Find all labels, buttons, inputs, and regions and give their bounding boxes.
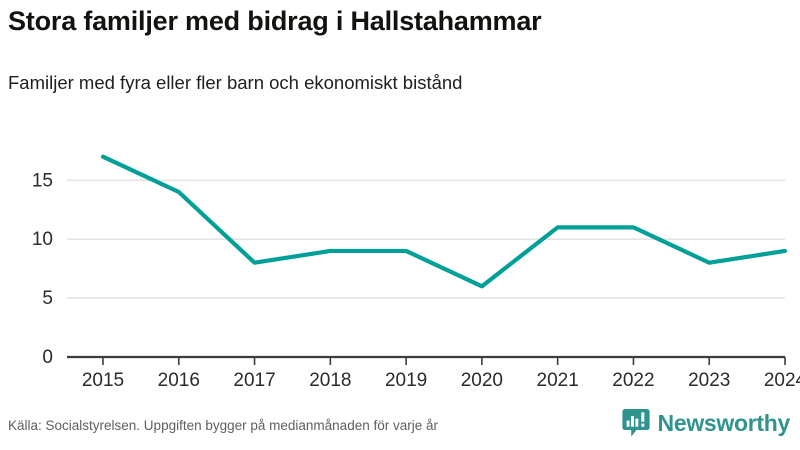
x-axis-tick-label: 2023 <box>688 370 730 391</box>
x-axis-tick-label: 2024 <box>764 370 800 391</box>
y-axis-tick-label: 0 <box>42 347 53 368</box>
chart-footer: Källa: Socialstyrelsen. Uppgiften bygger… <box>0 402 800 450</box>
y-axis-tick-label: 10 <box>32 229 53 250</box>
series-line <box>100 154 788 289</box>
x-axis-tick-label: 2021 <box>537 370 579 391</box>
y-axis-tick-label: 5 <box>42 288 53 309</box>
x-axis-tick-label: 2019 <box>385 370 427 391</box>
x-axis <box>67 355 786 365</box>
y-axis-tick-label: 15 <box>32 170 53 191</box>
page-title: Stora familjer med bidrag i Hallstahamma… <box>8 6 542 36</box>
x-axis-tick-label: 2022 <box>612 370 654 391</box>
x-axis-tick-label: 2018 <box>309 370 351 391</box>
x-axis-tick-label: 2017 <box>233 370 275 391</box>
newsworthy-bars-bubble-icon <box>621 409 650 437</box>
x-axis-tick-label: 2016 <box>158 370 200 391</box>
x-axis-tick-labels: 2015 2016 2017 2018 2019 2020 2021 2022 2023 2024 <box>82 370 800 391</box>
chart-gridlines <box>67 179 785 299</box>
chart-series <box>100 154 788 289</box>
newsworthy-logo[interactable]: Newsworthy <box>621 408 791 438</box>
y-axis-tick-labels: 0 5 10 15 <box>32 170 53 368</box>
x-axis-tick-label: 2015 <box>82 370 124 391</box>
source-note: Källa: Socialstyrelsen. Uppgiften bygger… <box>8 418 438 433</box>
newsworthy-wordmark: Newsworthy <box>657 409 791 436</box>
x-axis-tick-label: 2020 <box>461 370 503 391</box>
chart-subtitle: Familjer med fyra eller fler barn och ek… <box>8 72 463 93</box>
